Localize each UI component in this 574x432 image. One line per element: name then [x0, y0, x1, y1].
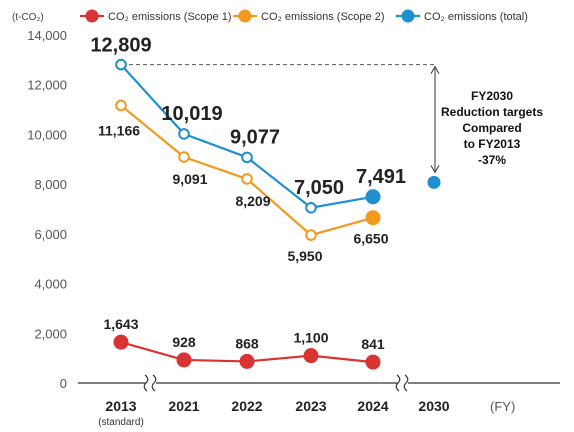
data-label-scope1: 1,643	[103, 316, 138, 332]
data-label-scope2: 8,209	[235, 193, 270, 209]
series-polyline	[120, 104, 374, 237]
data-point	[365, 189, 381, 205]
legend-item: CO₂ emissions (Scope 1)	[80, 9, 231, 23]
x-tick-label: 2030	[418, 398, 449, 414]
data-label-scope2: 11,166	[98, 122, 140, 138]
data-point	[176, 352, 192, 368]
data-point	[241, 151, 253, 164]
x-tick-label: 2023	[295, 398, 326, 414]
arrow-head-down	[430, 165, 440, 174]
y-tick-label: 6,000	[34, 227, 67, 242]
data-point	[113, 334, 129, 350]
data-label-total: 9,077	[230, 126, 280, 148]
data-point	[365, 210, 381, 226]
x-tick-label: 2022	[231, 398, 262, 414]
legend-item: CO₂ emissions (total)	[396, 9, 528, 23]
x-axis: 2013 (standard) 2021 2022 2023 2024 2030	[78, 374, 560, 428]
data-label-scope2: 6,650	[353, 231, 388, 247]
data-point	[241, 173, 253, 185]
data-point	[305, 229, 317, 241]
axis-break-mark	[143, 374, 157, 392]
y-axis: 0 2,000 4,000 6,000 8,000 10,000 12,000 14,000	[27, 28, 67, 391]
x-tick-sublabel: (standard)	[98, 417, 144, 428]
legend-label: CO₂ emissions (total)	[424, 11, 528, 23]
chart-legend: CO₂ emissions (Scope 1) CO₂ emissions (Sc…	[80, 9, 528, 23]
legend-item: CO₂ emissions (Scope 2)	[233, 9, 384, 23]
data-point	[305, 201, 317, 214]
reduction-target: FY2030 Reduction targets Compared to FY2013…	[129, 64, 543, 189]
data-point	[178, 151, 190, 163]
legend-label: CO₂ emissions (Scope 2)	[261, 11, 384, 23]
data-label-total: 12,809	[90, 35, 151, 57]
data-point	[115, 58, 127, 71]
data-label-total: 7,491	[356, 166, 406, 188]
data-point	[303, 348, 319, 364]
arrow-head-up	[430, 65, 440, 74]
y-tick-label: 8,000	[34, 177, 67, 192]
axis-break-mark	[395, 374, 409, 392]
x-tick-label: 2013	[105, 398, 136, 414]
data-label-total: 7,050	[294, 177, 344, 199]
data-label-scope1: 868	[235, 335, 259, 351]
x-unit-label: (FY)	[490, 399, 515, 414]
y-tick-label: 2,000	[34, 326, 67, 341]
y-tick-label: 12,000	[27, 78, 67, 93]
series-line	[115, 99, 381, 241]
data-label-scope2: 5,950	[287, 248, 322, 264]
y-unit-label: (t-CO₂)	[12, 12, 44, 23]
series-group	[113, 58, 381, 370]
y-tick-label: 10,000	[27, 127, 67, 142]
y-tick-label: 14,000	[27, 28, 67, 43]
data-point	[115, 99, 127, 112]
series-line	[115, 58, 381, 214]
data-label-scope2: 9,091	[172, 171, 207, 187]
data-point	[239, 353, 255, 369]
data-label-scope1: 841	[361, 336, 385, 352]
target-point	[427, 175, 441, 189]
data-labels: 12,809 10,019 9,077 7,050 7,491 11,166 9,091 8,…	[90, 35, 406, 352]
series-line	[113, 334, 381, 370]
y-tick-label: 0	[60, 376, 67, 391]
x-tick-label: 2021	[168, 398, 199, 414]
data-label-scope1: 1,100	[293, 330, 328, 346]
data-label-scope1: 928	[172, 334, 196, 350]
data-label-total: 10,019	[161, 103, 222, 125]
legend-label: CO₂ emissions (Scope 1)	[108, 11, 231, 23]
y-tick-label: 4,000	[34, 277, 67, 292]
x-tick-label: 2024	[357, 398, 388, 414]
data-point	[365, 354, 381, 370]
data-point	[178, 128, 190, 140]
target-annotation: FY2030 Reduction targets Compared to FY2013…	[441, 89, 543, 167]
